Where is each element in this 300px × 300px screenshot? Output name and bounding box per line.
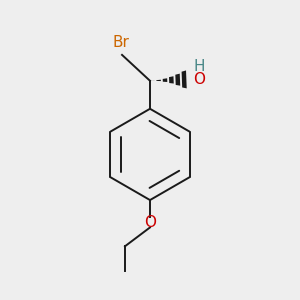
Text: O: O: [144, 214, 156, 230]
Text: H: H: [194, 59, 205, 74]
Polygon shape: [156, 80, 161, 81]
Polygon shape: [169, 76, 174, 83]
Polygon shape: [163, 78, 167, 82]
Text: Br: Br: [112, 34, 129, 50]
Text: O: O: [194, 72, 206, 87]
Polygon shape: [182, 70, 187, 88]
Polygon shape: [175, 74, 180, 86]
